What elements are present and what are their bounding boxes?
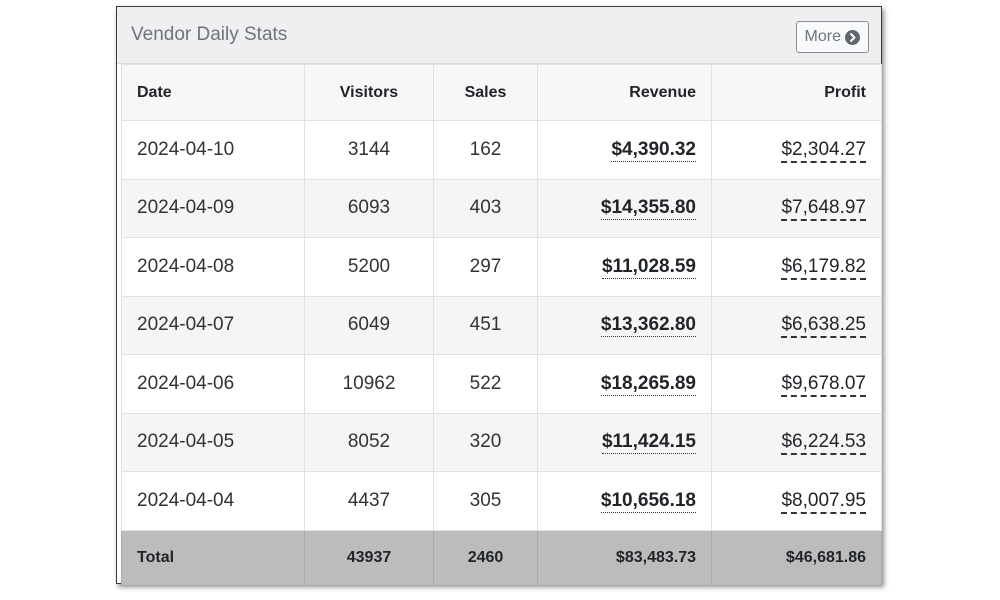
table-row: 2024-04-07 6049 451 $13,362.80 $6,638.25 xyxy=(121,295,882,355)
more-button[interactable]: More xyxy=(795,21,869,53)
profit-value[interactable]: $6,638.25 xyxy=(781,314,866,339)
cell-visitors: 8052 xyxy=(304,412,434,472)
totals-sales: 2460 xyxy=(433,529,538,586)
profit-value[interactable]: $2,304.27 xyxy=(781,138,866,163)
cell-revenue: $4,390.32 xyxy=(537,120,712,180)
cell-visitors: 10962 xyxy=(304,354,434,414)
panel-title: Vendor Daily Stats xyxy=(131,24,288,45)
cell-sales: 297 xyxy=(433,237,538,297)
cell-visitors: 6093 xyxy=(304,178,434,238)
column-header-revenue[interactable]: Revenue xyxy=(537,64,712,121)
cell-date: 2024-04-10 xyxy=(121,120,305,180)
profit-value[interactable]: $6,224.53 xyxy=(781,431,866,456)
chevron-circle-right-icon xyxy=(845,29,860,45)
revenue-value[interactable]: $10,656.18 xyxy=(600,489,696,513)
profit-value[interactable]: $8,007.95 xyxy=(781,489,866,514)
totals-row: Total 43937 2460 $83,483.73 $46,681.86 xyxy=(121,529,882,586)
cell-revenue: $18,265.89 xyxy=(537,354,712,414)
cell-visitors: 6049 xyxy=(304,295,434,355)
totals-revenue: $83,483.73 xyxy=(537,529,712,586)
cell-profit: $9,678.07 xyxy=(711,354,882,414)
cell-date: 2024-04-07 xyxy=(121,295,305,355)
stats-table: Date Visitors Sales Revenue Profit 2024-… xyxy=(121,64,882,586)
more-button-label: More xyxy=(804,28,841,45)
revenue-value[interactable]: $13,362.80 xyxy=(600,314,696,338)
cell-profit: $2,304.27 xyxy=(711,120,882,180)
column-header-sales[interactable]: Sales xyxy=(433,64,538,121)
cell-revenue: $14,355.80 xyxy=(537,178,712,238)
cell-sales: 451 xyxy=(433,295,538,355)
cell-date: 2024-04-06 xyxy=(121,354,305,414)
cell-profit: $6,638.25 xyxy=(711,295,882,355)
totals-visitors: 43937 xyxy=(304,529,434,586)
cell-date: 2024-04-04 xyxy=(121,471,305,531)
column-header-date[interactable]: Date xyxy=(121,64,305,121)
profit-value[interactable]: $7,648.97 xyxy=(781,197,866,222)
cell-profit: $6,179.82 xyxy=(711,237,882,297)
cell-revenue: $11,424.15 xyxy=(537,412,712,472)
column-header-profit[interactable]: Profit xyxy=(711,64,882,121)
revenue-value[interactable]: $11,424.15 xyxy=(601,431,696,455)
vendor-stats-panel: Vendor Daily Stats More Date Visit xyxy=(116,6,882,586)
revenue-value[interactable]: $11,028.59 xyxy=(601,255,696,279)
revenue-value[interactable]: $14,355.80 xyxy=(600,197,696,221)
cell-date: 2024-04-05 xyxy=(121,412,305,472)
cell-sales: 320 xyxy=(433,412,538,472)
cell-sales: 305 xyxy=(433,471,538,531)
cell-profit: $7,648.97 xyxy=(711,178,882,238)
cell-sales: 162 xyxy=(433,120,538,180)
cell-revenue: $10,656.18 xyxy=(537,471,712,531)
cell-sales: 403 xyxy=(433,178,538,238)
cell-profit: $6,224.53 xyxy=(711,412,882,472)
cell-profit: $8,007.95 xyxy=(711,471,882,531)
table-row: 2024-04-04 4437 305 $10,656.18 $8,007.95 xyxy=(121,471,882,531)
cell-date: 2024-04-08 xyxy=(121,237,305,297)
table-row: 2024-04-09 6093 403 $14,355.80 $7,648.97 xyxy=(121,178,882,238)
revenue-value[interactable]: $18,265.89 xyxy=(600,372,696,396)
profit-value[interactable]: $6,179.82 xyxy=(781,255,866,280)
cell-visitors: 4437 xyxy=(304,471,434,531)
cell-sales: 522 xyxy=(433,354,538,414)
cell-visitors: 3144 xyxy=(304,120,434,180)
totals-profit: $46,681.86 xyxy=(711,529,882,586)
cell-date: 2024-04-09 xyxy=(121,178,305,238)
profit-value[interactable]: $9,678.07 xyxy=(781,372,866,397)
table-row: 2024-04-08 5200 297 $11,028.59 $6,179.82 xyxy=(121,237,882,297)
revenue-value[interactable]: $4,390.32 xyxy=(611,138,696,162)
stats-table-wrapper: Date Visitors Sales Revenue Profit 2024-… xyxy=(121,64,882,586)
cell-visitors: 5200 xyxy=(304,237,434,297)
table-row: 2024-04-05 8052 320 $11,424.15 $6,224.53 xyxy=(121,412,882,472)
table-row: 2024-04-10 3144 162 $4,390.32 $2,304.27 xyxy=(121,120,882,180)
column-header-visitors[interactable]: Visitors xyxy=(304,64,434,121)
table-row: 2024-04-06 10962 522 $18,265.89 $9,678.0… xyxy=(121,354,882,414)
panel-header: Vendor Daily Stats More xyxy=(117,7,881,64)
totals-label: Total xyxy=(121,529,305,586)
table-header-row: Date Visitors Sales Revenue Profit xyxy=(121,64,882,121)
cell-revenue: $13,362.80 xyxy=(537,295,712,355)
cell-revenue: $11,028.59 xyxy=(537,237,712,297)
